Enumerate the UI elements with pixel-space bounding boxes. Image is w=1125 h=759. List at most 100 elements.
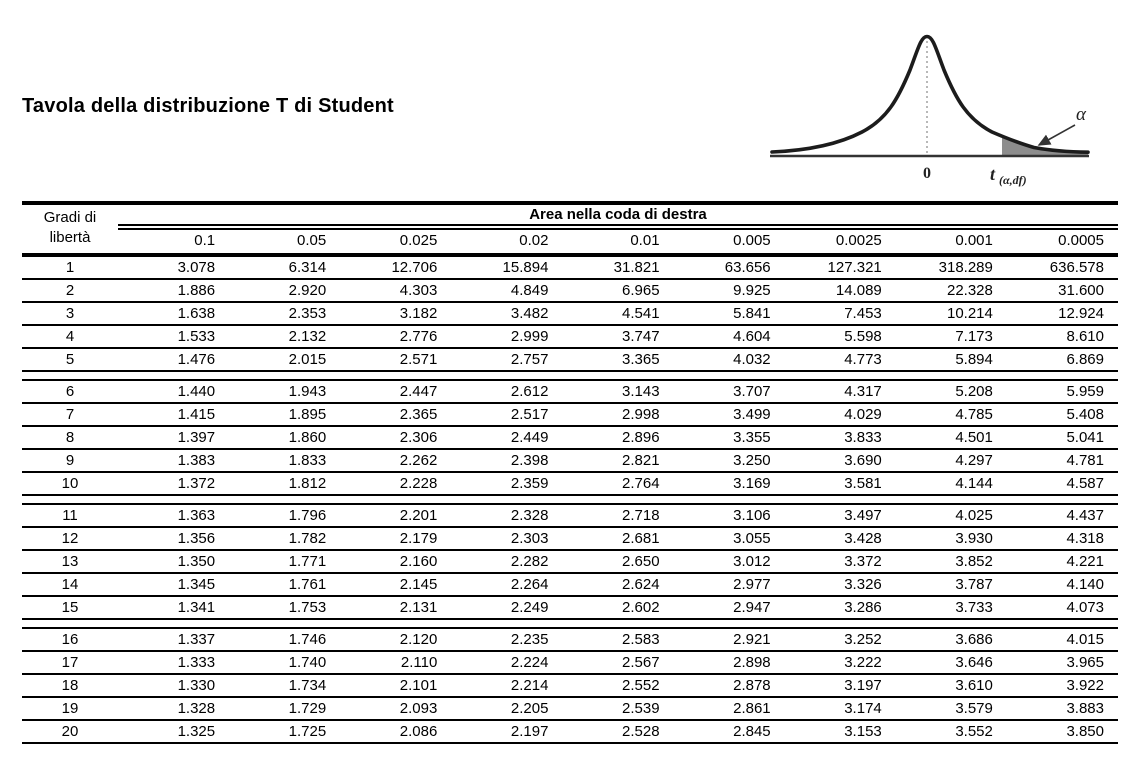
value-cell: 2.179 [340,527,452,551]
column-header: 0.005 [673,227,785,257]
value-cell: 2.228 [340,472,452,496]
value-cell: 1.860 [229,426,341,450]
bell-curve [770,34,1090,154]
value-cell: 3.965 [1006,651,1118,675]
value-cell: 2.821 [562,449,674,473]
value-cell: 1.476 [118,348,230,372]
value-cell: 636.578 [1006,255,1118,280]
value-cell: 3.733 [895,596,1007,620]
value-cell: 3.833 [784,426,896,450]
value-cell: 2.920 [229,279,341,303]
column-header: 0.001 [895,227,1007,257]
value-cell: 1.341 [118,596,230,620]
value-cell: 4.221 [1006,550,1118,574]
value-cell: 6.965 [562,279,674,303]
value-cell: 1.782 [229,527,341,551]
value-cell: 3.482 [451,302,563,326]
value-cell: 2.101 [340,674,452,698]
df-cell: 8 [22,426,118,450]
t-distribution-table: Gradi di libertà Area nella coda di dest… [22,201,1118,744]
value-cell: 3.355 [673,426,785,450]
value-cell: 3.250 [673,449,785,473]
t-critical-label: t (α,df) [990,164,1027,187]
value-cell: 15.894 [451,255,563,280]
value-cell: 4.317 [784,380,896,404]
value-cell: 2.447 [340,380,452,404]
value-cell: 1.533 [118,325,230,349]
value-cell: 5.408 [1006,403,1118,427]
value-cell: 2.999 [451,325,563,349]
value-cell: 3.497 [784,504,896,528]
df-cell: 9 [22,449,118,473]
value-cell: 2.517 [451,403,563,427]
value-cell: 3.428 [784,527,896,551]
value-cell: 2.718 [562,504,674,528]
value-cell: 31.600 [1006,279,1118,303]
table-row: 15 1.341 1.753 2.131 2.249 2.602 2.947 3.286 3.7… [22,596,1118,620]
value-cell: 1.337 [118,628,230,652]
value-cell: 2.539 [562,697,674,721]
value-cell: 1.771 [229,550,341,574]
value-cell: 3.499 [673,403,785,427]
value-cell: 3.197 [784,674,896,698]
value-cell: 2.624 [562,573,674,597]
value-cell: 12.924 [1006,302,1118,326]
value-cell: 2.132 [229,325,341,349]
value-cell: 2.264 [451,573,563,597]
shaded-alpha-region [1002,135,1088,156]
value-cell: 4.541 [562,302,674,326]
value-cell: 2.681 [562,527,674,551]
group-spacer-row [22,619,1118,629]
value-cell: 127.321 [784,255,896,280]
value-cell: 3.169 [673,472,785,496]
df-cell: 5 [22,348,118,372]
table-row: 3 1.638 2.353 3.182 3.482 4.541 5.841 7.453 10.2… [22,302,1118,326]
value-cell: 2.947 [673,596,785,620]
value-cell: 12.706 [340,255,452,280]
df-cell: 11 [22,504,118,528]
value-cell: 2.398 [451,449,563,473]
zero-label: 0 [923,165,931,182]
value-cell: 3.252 [784,628,896,652]
value-cell: 2.757 [451,348,563,372]
value-cell: 4.303 [340,279,452,303]
value-cell: 2.977 [673,573,785,597]
value-cell: 8.610 [1006,325,1118,349]
value-cell: 63.656 [673,255,785,280]
value-cell: 3.686 [895,628,1007,652]
value-cell: 6.314 [229,255,341,280]
value-cell: 1.895 [229,403,341,427]
df-cell: 20 [22,720,118,744]
value-cell: 3.579 [895,697,1007,721]
value-cell: 1.325 [118,720,230,744]
row-header-line1: Gradi di [43,209,97,226]
value-cell: 1.350 [118,550,230,574]
df-cell: 16 [22,628,118,652]
value-cell: 4.849 [451,279,563,303]
value-cell: 2.353 [229,302,341,326]
value-cell: 2.528 [562,720,674,744]
value-cell: 1.440 [118,380,230,404]
value-cell: 5.041 [1006,426,1118,450]
df-cell: 7 [22,403,118,427]
table-row: 13 1.350 1.771 2.160 2.282 2.650 3.012 3.372 3.8… [22,550,1118,574]
df-cell: 4 [22,325,118,349]
value-cell: 1.734 [229,674,341,698]
column-header-row: 0.1 0.05 0.025 0.02 0.01 0.005 0.0025 0.… [22,227,1118,257]
df-cell: 6 [22,380,118,404]
value-cell: 3.174 [784,697,896,721]
value-cell: 2.365 [340,403,452,427]
table-row: 14 1.345 1.761 2.145 2.264 2.624 2.977 3.326 3.7… [22,573,1118,597]
column-header: 0.02 [451,227,563,257]
value-cell: 2.861 [673,697,785,721]
value-cell: 3.552 [895,720,1007,744]
value-cell: 1.746 [229,628,341,652]
value-cell: 1.753 [229,596,341,620]
value-cell: 2.328 [451,504,563,528]
value-cell: 14.089 [784,279,896,303]
value-cell: 1.372 [118,472,230,496]
column-header: 0.05 [229,227,341,257]
df-cell: 12 [22,527,118,551]
value-cell: 4.073 [1006,596,1118,620]
